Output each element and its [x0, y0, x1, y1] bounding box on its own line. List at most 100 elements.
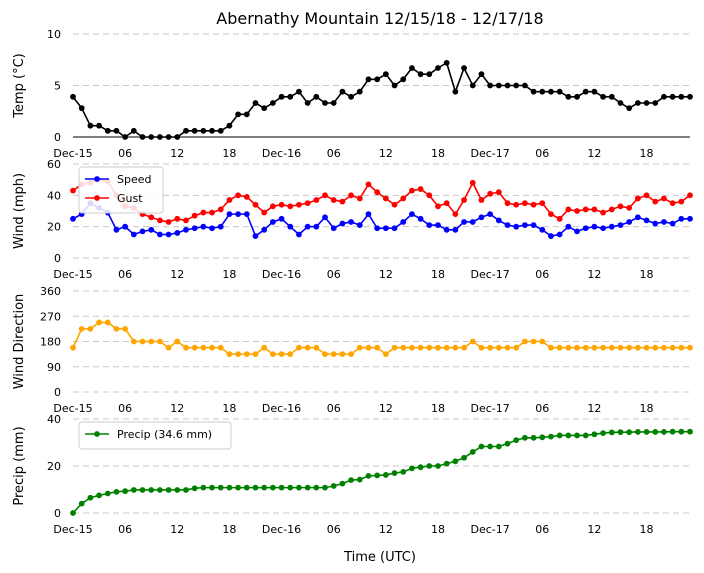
x-tick-label: Dec-17	[470, 523, 509, 536]
data-point	[669, 93, 676, 100]
data-point	[409, 211, 415, 218]
x-tick-label: 06	[118, 523, 132, 536]
data-point	[200, 344, 207, 351]
data-point	[226, 211, 233, 218]
data-point	[556, 88, 563, 95]
x-tick-label: 18	[640, 523, 654, 536]
data-point	[78, 500, 85, 507]
data-point	[409, 187, 415, 194]
data-point	[582, 225, 589, 232]
data-point	[304, 344, 311, 351]
data-point	[330, 100, 337, 106]
data-point	[226, 197, 233, 203]
data-point	[556, 231, 563, 238]
panel-3: 0 90 180 270 360 Wind Direction Dec-15 06 12 18 De…	[12, 285, 693, 415]
data-point	[461, 344, 467, 351]
data-point	[617, 100, 624, 106]
data-point	[287, 93, 294, 100]
data-point	[504, 440, 511, 447]
data-point	[591, 223, 598, 230]
y-axis-label: Precip (mm)	[12, 426, 27, 505]
x-tick-label: 12	[379, 147, 393, 160]
data-point	[400, 468, 407, 475]
data-point	[183, 344, 189, 351]
data-point	[243, 194, 250, 200]
data-point	[296, 88, 302, 95]
data-point	[487, 344, 494, 351]
data-point	[669, 428, 676, 435]
data-point	[443, 59, 450, 66]
y-tick-label: 270	[40, 310, 61, 323]
data-point	[348, 477, 354, 483]
data-point	[426, 463, 433, 469]
data-point	[582, 344, 589, 351]
data-point	[191, 344, 198, 351]
data-point	[217, 206, 224, 213]
data-point	[330, 225, 337, 232]
data-point	[157, 487, 163, 493]
data-point	[409, 465, 415, 472]
data-point	[652, 100, 659, 106]
x-tick-label: 18	[431, 268, 445, 281]
data-point	[139, 338, 146, 345]
data-point	[70, 93, 76, 100]
series-line	[72, 321, 690, 356]
data-point	[608, 429, 615, 436]
data-point	[313, 344, 320, 351]
data-point	[565, 206, 572, 213]
data-point	[313, 484, 320, 491]
data-point	[391, 344, 398, 351]
data-point	[252, 201, 259, 208]
data-point	[278, 484, 285, 491]
data-point	[409, 65, 415, 71]
data-point	[70, 344, 76, 351]
data-point	[591, 431, 598, 438]
data-point	[469, 82, 476, 89]
data-point	[374, 189, 381, 196]
data-point	[600, 93, 606, 100]
y-tick-label: 60	[47, 158, 61, 171]
data-point	[565, 432, 572, 439]
x-tick-label: 12	[379, 523, 393, 536]
data-point	[148, 226, 155, 233]
data-point	[643, 100, 650, 106]
data-point	[269, 100, 276, 106]
data-point	[356, 476, 363, 483]
data-point	[513, 201, 520, 208]
data-point	[252, 484, 259, 491]
chart-title: Abernathy Mountain 12/15/18 - 12/17/18	[216, 9, 543, 28]
data-point	[443, 226, 450, 233]
data-point	[148, 338, 155, 345]
data-point	[87, 494, 94, 501]
data-point	[487, 211, 494, 218]
data-point	[365, 472, 372, 479]
x-tick-label: 12	[170, 147, 184, 160]
data-point	[600, 209, 606, 216]
data-point	[565, 223, 572, 230]
y-axis-label: Wind (mph)	[12, 173, 27, 249]
data-point	[322, 351, 328, 358]
data-point	[183, 226, 189, 233]
data-point	[417, 215, 424, 222]
data-point	[435, 65, 441, 71]
data-point	[530, 222, 537, 229]
data-point	[348, 351, 354, 358]
data-point	[687, 344, 693, 351]
legend-label: Gust	[117, 192, 143, 205]
data-point	[617, 429, 624, 436]
data-point	[678, 215, 685, 222]
data-point	[261, 344, 268, 351]
data-point	[261, 209, 268, 216]
data-point	[478, 214, 485, 221]
x-tick-label: 12	[379, 268, 393, 281]
data-point	[356, 195, 363, 202]
y-tick-label: 40	[47, 413, 61, 426]
data-point	[678, 198, 685, 205]
data-point	[243, 211, 250, 218]
x-tick-label: 18	[640, 147, 654, 160]
data-point	[313, 93, 320, 100]
data-point	[452, 88, 459, 95]
data-point	[556, 215, 563, 222]
data-point	[539, 434, 546, 441]
x-tick-label: Dec-16	[262, 147, 301, 160]
